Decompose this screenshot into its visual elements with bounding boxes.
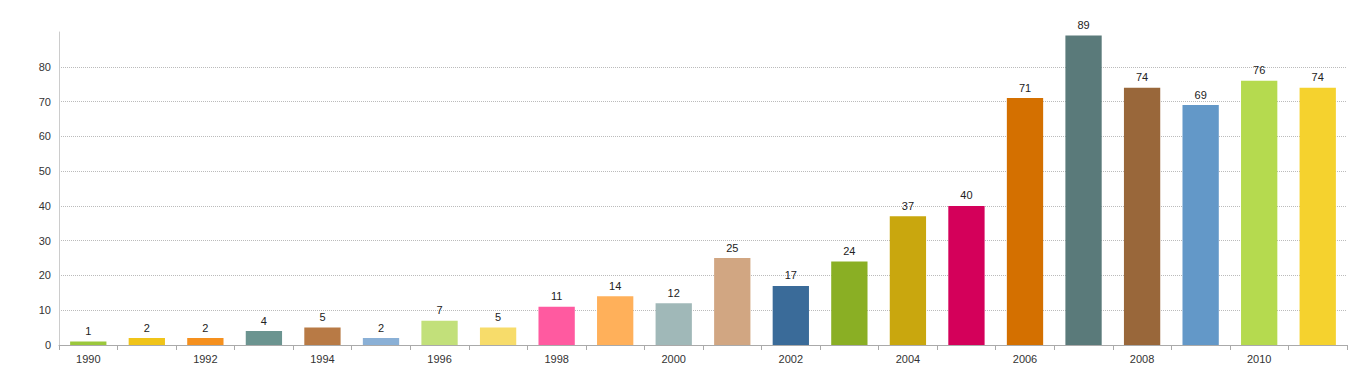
svg-text:1990: 1990 <box>76 353 100 365</box>
svg-text:2004: 2004 <box>896 353 920 365</box>
svg-text:2: 2 <box>202 322 208 334</box>
svg-text:12: 12 <box>668 287 680 299</box>
svg-text:1: 1 <box>85 325 91 337</box>
svg-text:71: 71 <box>1019 82 1031 94</box>
svg-text:1998: 1998 <box>544 353 568 365</box>
svg-text:2: 2 <box>144 322 150 334</box>
svg-text:1994: 1994 <box>310 353 334 365</box>
svg-text:74: 74 <box>1312 71 1324 83</box>
svg-text:10: 10 <box>39 304 51 316</box>
svg-text:20: 20 <box>39 269 51 281</box>
svg-text:2008: 2008 <box>1130 353 1154 365</box>
svg-text:2000: 2000 <box>661 353 685 365</box>
svg-text:89: 89 <box>1077 19 1089 31</box>
svg-text:40: 40 <box>39 200 51 212</box>
svg-text:70: 70 <box>39 96 51 108</box>
svg-text:2: 2 <box>378 322 384 334</box>
svg-text:40: 40 <box>960 189 972 201</box>
svg-text:25: 25 <box>726 242 738 254</box>
svg-text:5: 5 <box>495 311 501 323</box>
svg-text:69: 69 <box>1195 89 1207 101</box>
svg-text:14: 14 <box>609 280 621 292</box>
svg-text:0: 0 <box>45 339 51 351</box>
svg-text:1996: 1996 <box>427 353 451 365</box>
svg-text:80: 80 <box>39 61 51 73</box>
svg-text:24: 24 <box>843 245 855 257</box>
svg-text:5: 5 <box>319 311 325 323</box>
svg-text:50: 50 <box>39 165 51 177</box>
svg-text:17: 17 <box>785 269 797 281</box>
svg-text:76: 76 <box>1253 64 1265 76</box>
svg-text:2006: 2006 <box>1013 353 1037 365</box>
svg-text:4: 4 <box>261 315 267 327</box>
svg-text:74: 74 <box>1136 71 1148 83</box>
svg-text:2002: 2002 <box>779 353 803 365</box>
svg-text:37: 37 <box>902 200 914 212</box>
svg-text:7: 7 <box>436 304 442 316</box>
svg-text:60: 60 <box>39 130 51 142</box>
svg-text:1992: 1992 <box>193 353 217 365</box>
svg-text:11: 11 <box>551 290 562 302</box>
svg-text:30: 30 <box>39 235 51 247</box>
svg-text:2010: 2010 <box>1247 353 1271 365</box>
